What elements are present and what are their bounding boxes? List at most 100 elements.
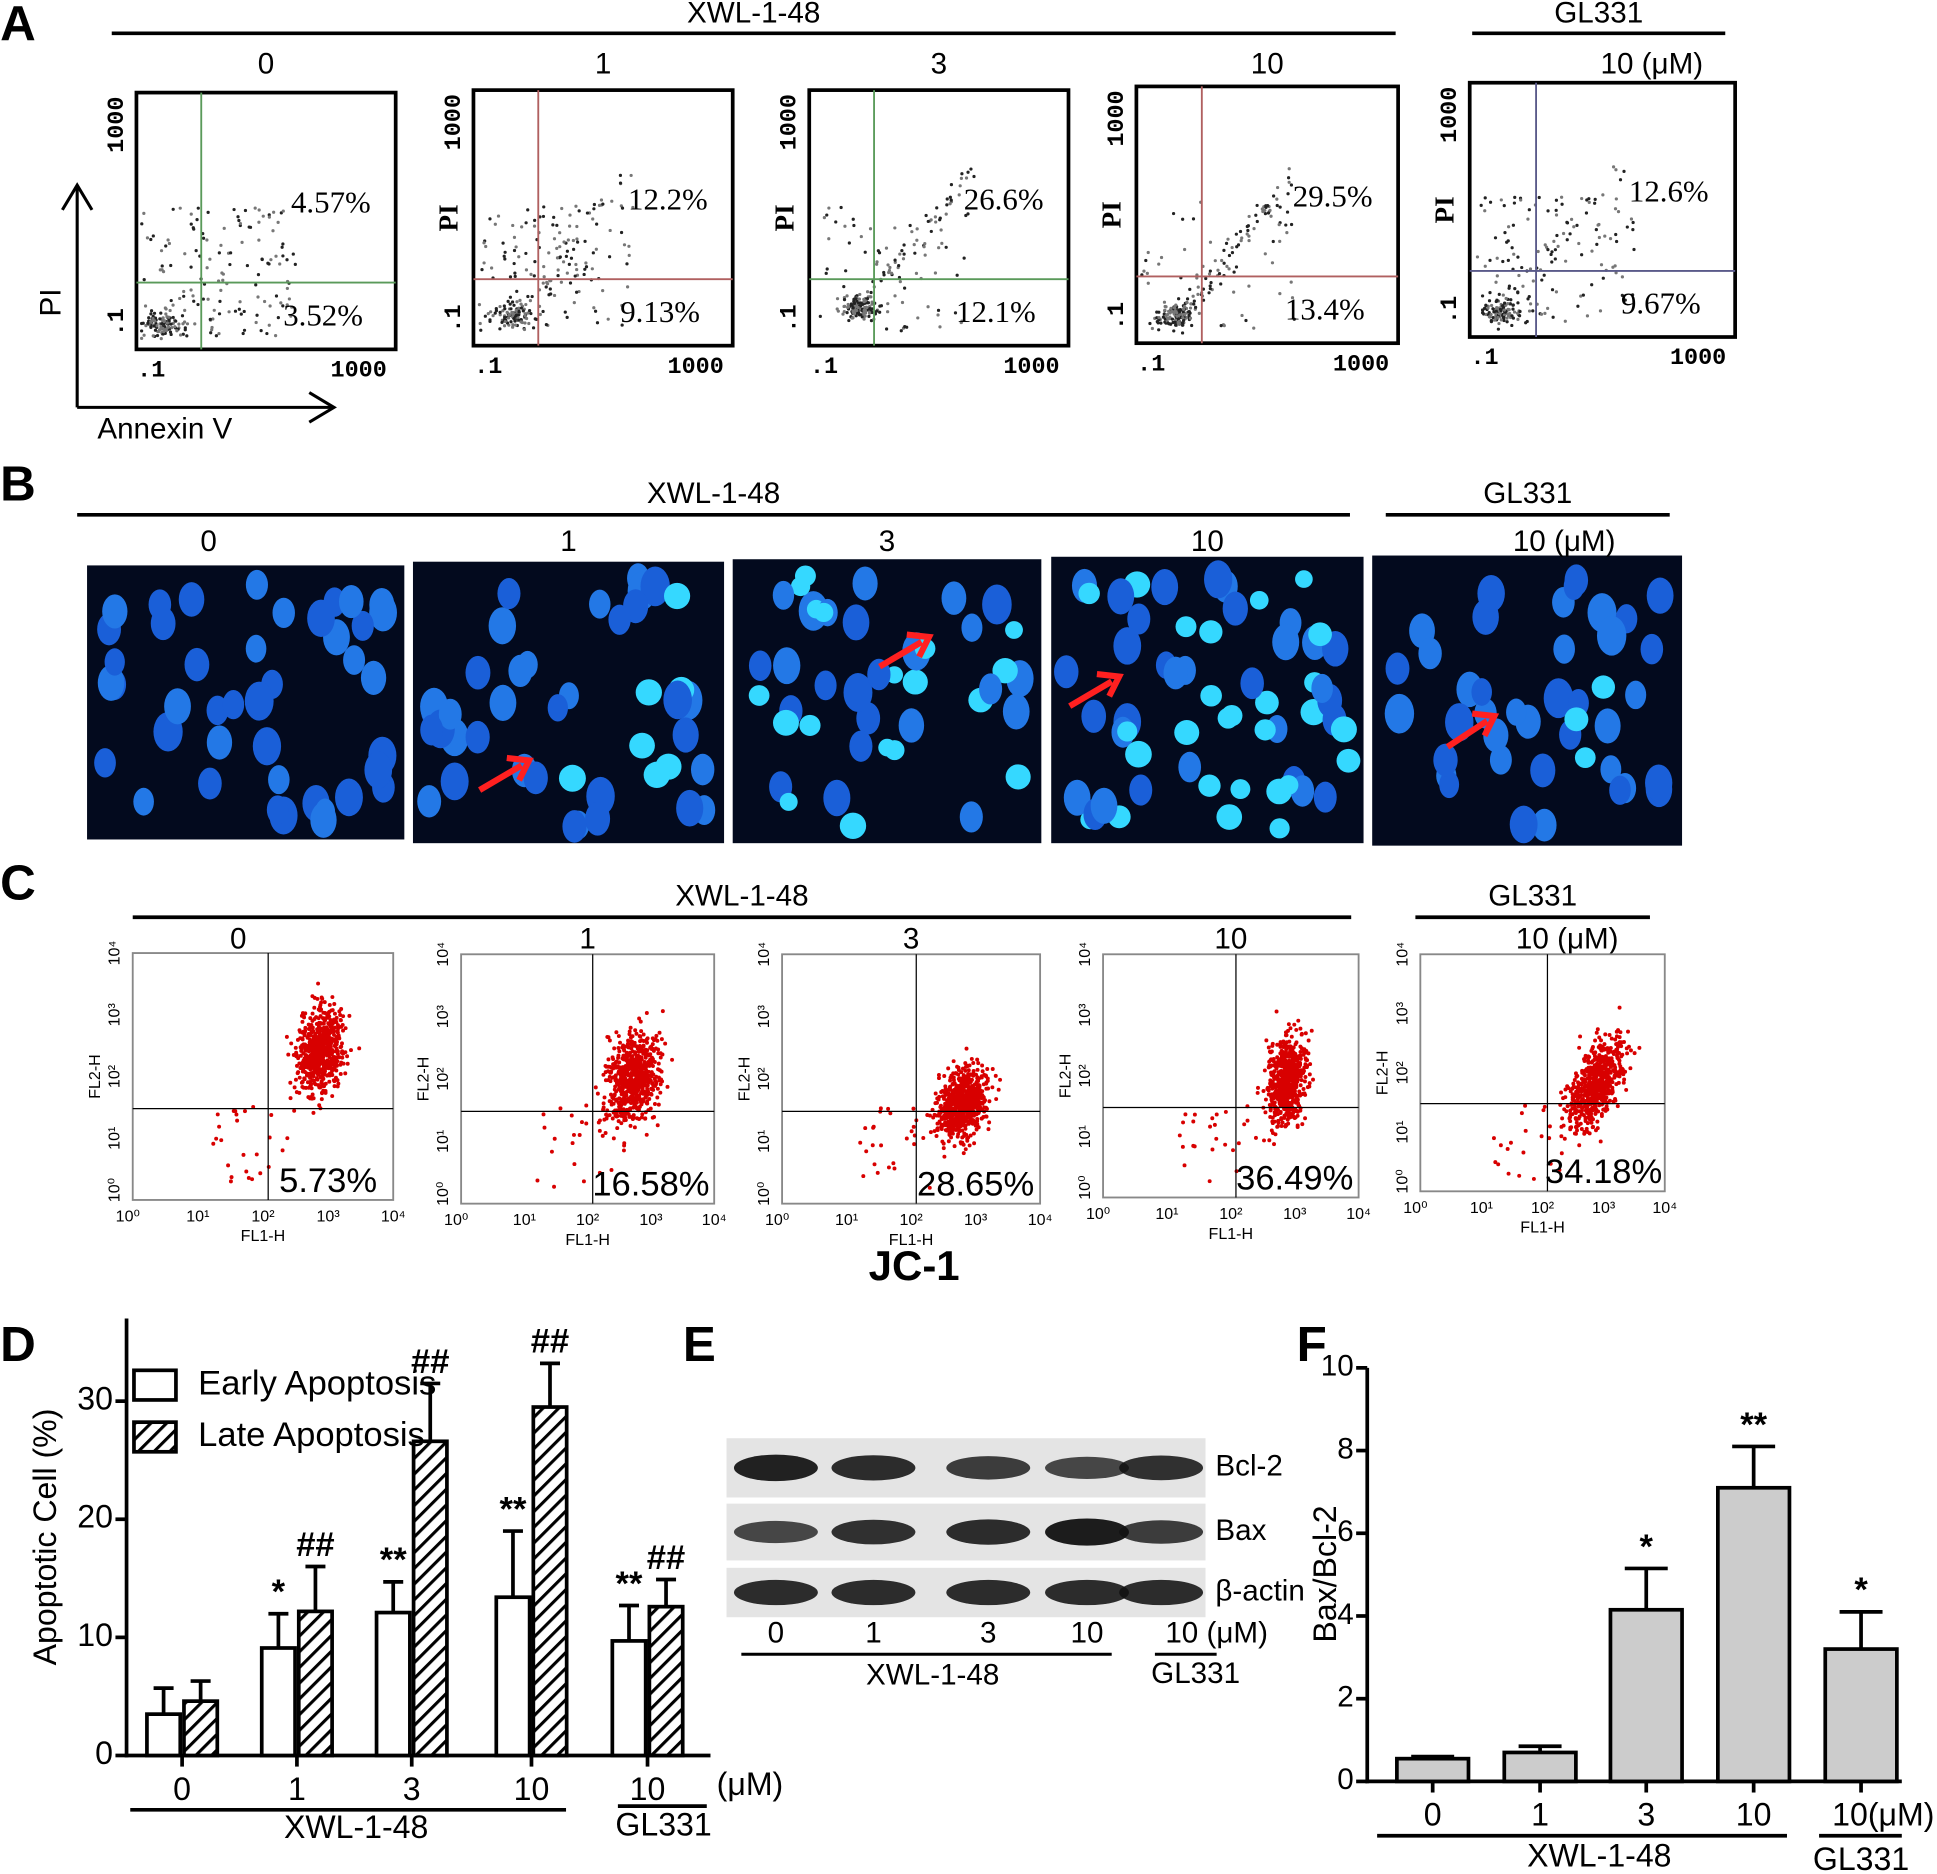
- event-dot: [345, 1054, 350, 1059]
- event-dot: [233, 1109, 238, 1114]
- event-dot: [971, 1069, 976, 1073]
- event-dot: [314, 1076, 319, 1081]
- event-dot: [996, 1087, 1001, 1092]
- event-dot: [611, 1136, 616, 1141]
- event-dot: [660, 1009, 665, 1014]
- event-dot: [1285, 1079, 1290, 1084]
- nucleus: [1625, 680, 1647, 710]
- event-dot: [1637, 1045, 1642, 1050]
- event-dot: [966, 1068, 971, 1073]
- x-tick-label: 10²: [576, 1211, 600, 1229]
- event-dot: [318, 1060, 323, 1065]
- event-dot: [168, 330, 173, 334]
- event-dot: [1146, 281, 1150, 285]
- event-dot: [631, 1087, 636, 1092]
- event-dot: [1547, 1136, 1552, 1141]
- event-dot: [597, 1128, 602, 1133]
- event-dot: [949, 183, 954, 187]
- event-dot: [910, 230, 914, 234]
- event-dot: [1278, 205, 1282, 209]
- nucleus: [184, 647, 210, 682]
- event-dot: [935, 1128, 940, 1133]
- event-dot: [240, 240, 244, 244]
- event-dot: [1240, 313, 1244, 318]
- nucleus: [1151, 568, 1179, 606]
- event-dot: [1289, 280, 1293, 284]
- event-dot: [1287, 1050, 1292, 1055]
- event-dot: [1559, 1090, 1564, 1095]
- event-dot: [169, 263, 173, 268]
- y-tick-label: 10¹: [434, 1130, 452, 1153]
- event-dot: [288, 1096, 293, 1101]
- event-dot: [1542, 273, 1546, 277]
- event-dot: [960, 172, 964, 176]
- event-dot: [258, 1171, 263, 1176]
- event-dot: [1613, 207, 1618, 211]
- event-dot: [1220, 258, 1224, 263]
- event-dot: [555, 256, 560, 260]
- panel-letter: B: [0, 457, 36, 512]
- nucleus: [794, 565, 816, 587]
- event-dot: [870, 301, 874, 306]
- event-dot: [334, 1068, 339, 1073]
- event-dot: [501, 309, 505, 313]
- event-dot: [900, 300, 905, 305]
- y-tick-label: .1: [441, 304, 468, 332]
- event-dot: [1298, 1026, 1303, 1031]
- event-dot: [637, 1104, 642, 1109]
- nucleus: [1600, 755, 1622, 784]
- event-dot: [614, 1077, 619, 1082]
- event-dot: [1625, 1051, 1630, 1056]
- event-dot: [937, 1119, 942, 1124]
- event-dot: [250, 1177, 255, 1182]
- dose-label: 10: [1214, 923, 1247, 956]
- event-dot: [1617, 1040, 1622, 1045]
- event-dot: [854, 308, 859, 313]
- event-dot: [871, 1125, 876, 1130]
- event-dot: [1278, 1044, 1283, 1049]
- event-dot: [960, 1081, 965, 1086]
- event-dot: [1510, 314, 1514, 318]
- event-dot: [622, 243, 627, 247]
- event-dot: [1279, 1123, 1284, 1128]
- event-dot: [1298, 1050, 1303, 1054]
- event-dot: [1275, 1112, 1280, 1117]
- event-dot: [1245, 224, 1249, 229]
- group-label: XWL-1-48: [647, 477, 780, 510]
- event-dot: [884, 246, 889, 250]
- event-dot: [323, 1081, 328, 1086]
- event-dot: [968, 1133, 973, 1138]
- event-dot: [1268, 1108, 1273, 1113]
- event-dot: [331, 1078, 336, 1083]
- event-dot: [271, 229, 275, 233]
- event-dot: [484, 244, 488, 249]
- event-dot: [585, 211, 590, 215]
- event-dot: [577, 289, 581, 294]
- nucleus: [206, 725, 233, 760]
- event-dot: [842, 309, 846, 314]
- event-dot: [1214, 1136, 1219, 1141]
- event-dot: [939, 1122, 944, 1127]
- event-dot: [1159, 321, 1163, 325]
- event-dot: [1275, 1124, 1280, 1129]
- event-dot: [1208, 1124, 1213, 1129]
- event-dot: [246, 1175, 251, 1180]
- event-dot: [538, 312, 542, 317]
- y-axis-label: PI: [1430, 196, 1460, 223]
- event-dot: [208, 317, 212, 322]
- event-dot: [882, 273, 886, 277]
- event-dot: [568, 281, 573, 285]
- nucleus: [961, 613, 983, 642]
- event-dot: [623, 1065, 628, 1070]
- nucleus: [959, 801, 983, 833]
- nucleus: [1506, 698, 1527, 726]
- event-dot: [1527, 208, 1531, 212]
- event-dot: [638, 1058, 643, 1063]
- event-dot: [512, 235, 517, 239]
- event-dot: [500, 320, 504, 325]
- event-dot: [1569, 217, 1574, 221]
- event-dot: [656, 1061, 661, 1066]
- event-dot: [1157, 262, 1161, 266]
- plot-frame: [131, 952, 395, 1201]
- event-dot: [966, 170, 970, 174]
